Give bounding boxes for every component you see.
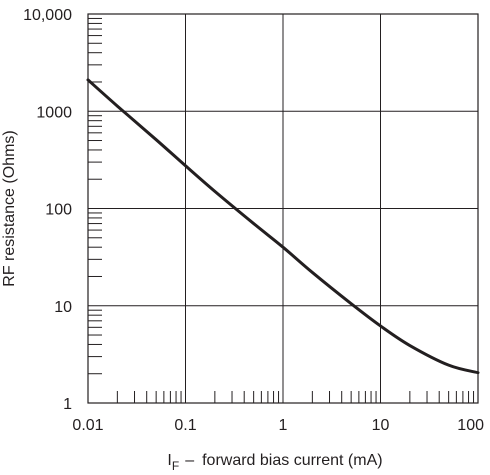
y-tick-label: 1 — [63, 396, 72, 413]
data-line — [86, 78, 480, 375]
y-tick-label: 10 — [54, 299, 72, 316]
x-tick-label: 0.01 — [72, 417, 103, 434]
y-tick-label: 10,000 — [23, 7, 72, 24]
y-axis-label: RF resistance (Ohms) — [1, 130, 18, 286]
y-tick-labels: 1 10 100 1000 10,000 — [23, 7, 72, 413]
x-axis-text: forward bias current (mA) — [202, 452, 383, 469]
minor-ticks — [88, 17, 475, 403]
x-tick-label: 10 — [372, 417, 390, 434]
x-tick-label: 100 — [457, 417, 484, 434]
grid — [87, 13, 479, 404]
x-axis-dash: – — [185, 452, 194, 469]
x-axis-symbol: I — [167, 452, 171, 469]
x-axis-subscript: F — [172, 459, 179, 473]
plot-area-frame — [87, 13, 479, 404]
x-tick-label: 1 — [279, 417, 288, 434]
x-axis-label: IF – forward bias current (mA) — [167, 452, 382, 473]
y-tick-label: 100 — [45, 202, 72, 219]
y-tick-label: 1000 — [36, 104, 72, 121]
x-tick-labels: 0.01 0.1 1 10 100 — [72, 417, 484, 434]
x-tick-label: 0.1 — [174, 417, 196, 434]
